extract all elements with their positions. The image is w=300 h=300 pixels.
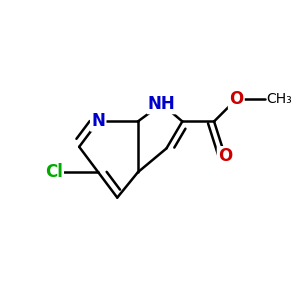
Text: Cl: Cl: [45, 163, 63, 181]
Text: CH₃: CH₃: [266, 92, 292, 106]
Text: O: O: [218, 147, 232, 165]
Text: O: O: [229, 90, 243, 108]
Text: NH: NH: [148, 95, 176, 113]
Text: N: N: [91, 112, 105, 130]
